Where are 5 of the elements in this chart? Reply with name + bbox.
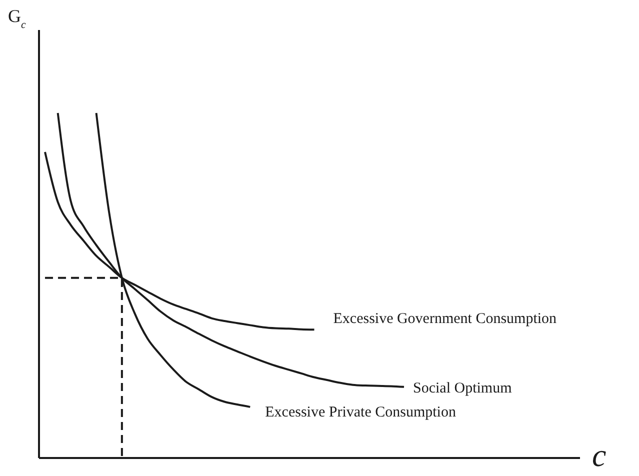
series-label: Excessive Private Consumption <box>265 404 456 420</box>
y-axis-title: G$_{c}$ <box>8 6 26 31</box>
text: c <box>592 437 606 473</box>
series-label: Social Optimum <box>413 380 512 396</box>
series-label: Excessive Government Consumption <box>333 311 558 328</box>
